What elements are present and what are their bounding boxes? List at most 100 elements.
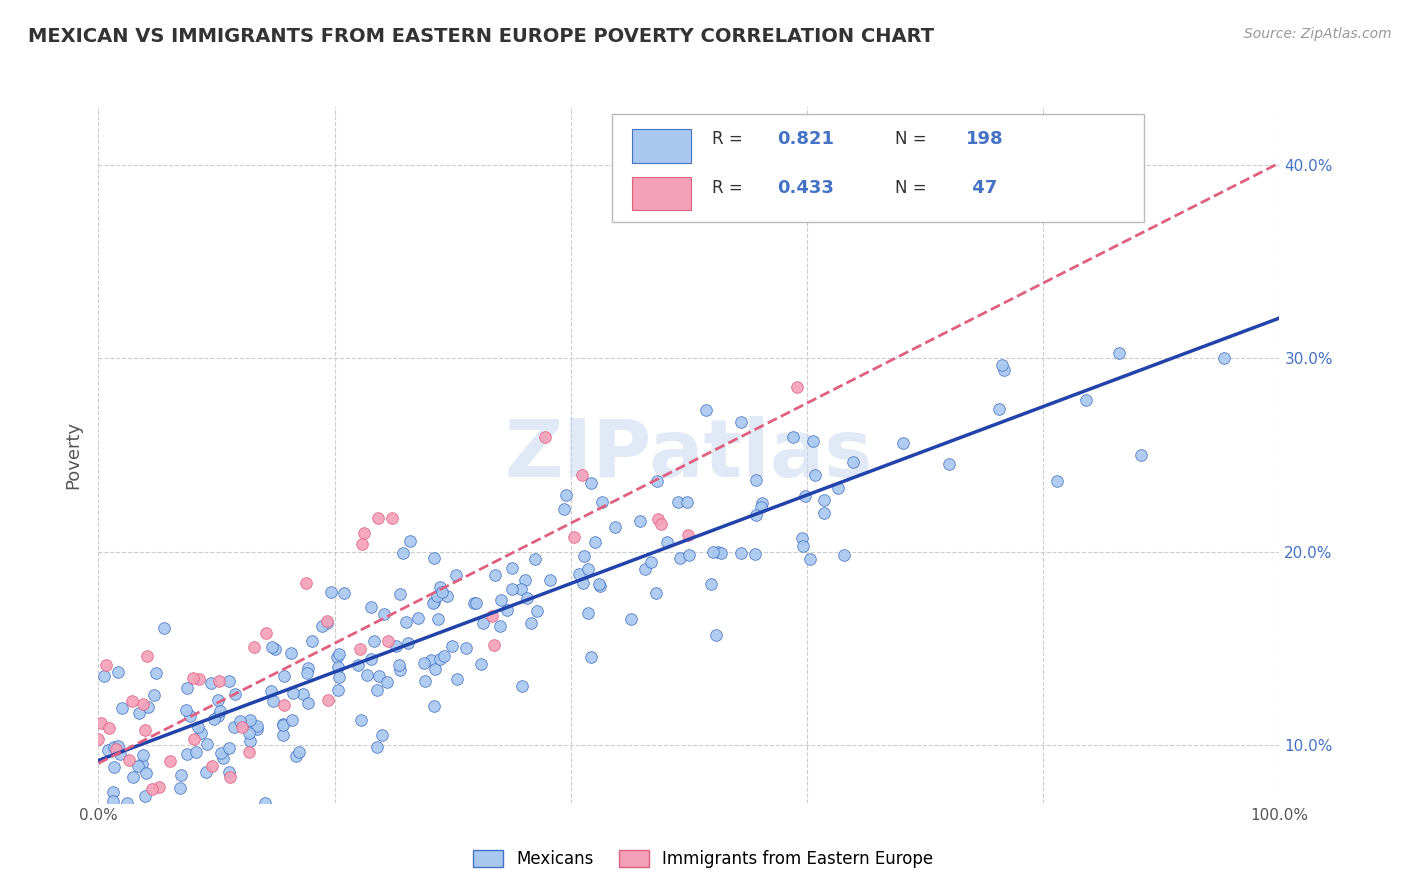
Point bbox=[704, 628, 727, 642]
Point bbox=[218, 771, 240, 785]
Point bbox=[281, 686, 304, 700]
Point bbox=[352, 537, 374, 551]
Point bbox=[291, 687, 314, 701]
Text: R =: R = bbox=[711, 179, 748, 197]
Point bbox=[125, 805, 148, 820]
Point bbox=[301, 634, 323, 648]
Point bbox=[538, 574, 561, 588]
Point bbox=[107, 739, 129, 753]
Point bbox=[790, 531, 813, 545]
Point bbox=[122, 770, 145, 784]
Point bbox=[200, 676, 222, 690]
Point bbox=[792, 539, 814, 553]
Point bbox=[707, 545, 730, 559]
Point bbox=[377, 634, 399, 648]
Point bbox=[187, 720, 209, 734]
Point bbox=[579, 649, 602, 664]
Point bbox=[489, 619, 512, 633]
Point bbox=[229, 714, 252, 729]
Point bbox=[620, 612, 643, 626]
Point bbox=[702, 544, 724, 558]
Text: R =: R = bbox=[711, 129, 748, 148]
Point bbox=[422, 596, 444, 610]
Point bbox=[371, 728, 394, 742]
Point bbox=[224, 687, 246, 701]
Point bbox=[368, 669, 391, 683]
Point bbox=[891, 436, 914, 450]
Point bbox=[121, 694, 143, 708]
Point bbox=[645, 586, 668, 600]
Point bbox=[136, 700, 159, 714]
Point bbox=[311, 619, 333, 633]
Point bbox=[212, 751, 235, 765]
Point bbox=[353, 526, 375, 541]
Point bbox=[349, 642, 371, 657]
Point bbox=[1213, 351, 1236, 366]
Point bbox=[571, 468, 593, 483]
Point bbox=[389, 663, 412, 677]
Text: MEXICAN VS IMMIGRANTS FROM EASTERN EUROPE POVERTY CORRELATION CHART: MEXICAN VS IMMIGRANTS FROM EASTERN EUROP… bbox=[28, 27, 934, 45]
Point bbox=[246, 723, 269, 737]
Point bbox=[463, 595, 485, 609]
Point bbox=[246, 719, 269, 733]
Point bbox=[90, 716, 112, 731]
Point bbox=[271, 718, 294, 732]
Point bbox=[412, 657, 434, 671]
Point bbox=[231, 720, 253, 734]
Point bbox=[675, 495, 697, 509]
Point bbox=[128, 706, 150, 721]
Point bbox=[143, 688, 166, 702]
Point bbox=[745, 508, 768, 522]
Point bbox=[132, 697, 155, 711]
Point bbox=[328, 647, 350, 661]
Point bbox=[423, 551, 446, 566]
Point bbox=[183, 672, 205, 686]
Point bbox=[420, 653, 443, 667]
Point bbox=[554, 488, 576, 502]
Point bbox=[294, 576, 316, 591]
Point bbox=[628, 515, 651, 529]
Point bbox=[153, 621, 176, 635]
Point bbox=[273, 698, 295, 713]
Point bbox=[465, 596, 488, 610]
Point bbox=[751, 496, 773, 510]
Point bbox=[262, 640, 284, 655]
FancyBboxPatch shape bbox=[612, 114, 1143, 222]
Point bbox=[484, 638, 506, 652]
Point bbox=[360, 599, 382, 614]
Point bbox=[131, 757, 153, 772]
Point bbox=[238, 745, 260, 759]
Point bbox=[321, 585, 343, 599]
Point bbox=[239, 713, 262, 727]
Point bbox=[190, 726, 212, 740]
Point bbox=[97, 743, 120, 757]
Point bbox=[262, 694, 284, 708]
Point bbox=[579, 475, 602, 490]
Point bbox=[111, 701, 134, 715]
Point bbox=[510, 582, 533, 597]
Point bbox=[134, 723, 156, 738]
Point bbox=[101, 784, 124, 798]
Point bbox=[388, 658, 411, 673]
Point bbox=[363, 633, 385, 648]
Point bbox=[136, 805, 159, 820]
Point bbox=[243, 640, 266, 655]
Point bbox=[429, 652, 451, 666]
Point bbox=[135, 805, 157, 820]
Point bbox=[127, 759, 149, 773]
Point bbox=[524, 552, 547, 566]
Bar bbox=[633, 129, 690, 163]
Point bbox=[827, 481, 849, 495]
Point bbox=[744, 548, 766, 562]
Y-axis label: Poverty: Poverty bbox=[65, 421, 83, 489]
Point bbox=[430, 585, 453, 599]
Bar bbox=[633, 177, 690, 211]
Point bbox=[176, 747, 198, 761]
Point bbox=[136, 649, 159, 664]
Point bbox=[991, 358, 1014, 372]
Point bbox=[170, 768, 193, 782]
Point bbox=[384, 639, 406, 653]
Point bbox=[1076, 392, 1098, 407]
Point bbox=[260, 683, 283, 698]
Point bbox=[700, 577, 723, 591]
